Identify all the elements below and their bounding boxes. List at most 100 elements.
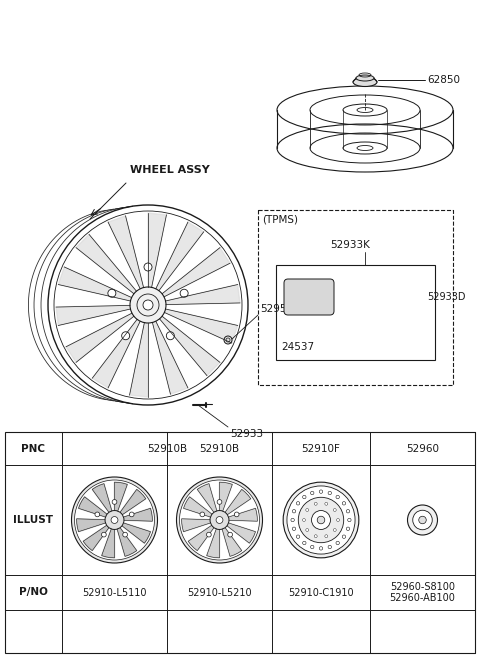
Text: 52910F: 52910F: [301, 443, 340, 453]
Polygon shape: [83, 525, 109, 551]
Text: ILLUST: ILLUST: [13, 515, 53, 525]
Polygon shape: [222, 527, 242, 556]
Circle shape: [302, 541, 306, 545]
Circle shape: [317, 516, 325, 524]
Ellipse shape: [353, 78, 377, 87]
Polygon shape: [66, 313, 134, 363]
Polygon shape: [207, 528, 219, 558]
Circle shape: [319, 547, 323, 550]
Circle shape: [333, 529, 336, 532]
Circle shape: [346, 527, 350, 530]
Circle shape: [217, 499, 222, 505]
Circle shape: [336, 541, 339, 545]
Polygon shape: [226, 523, 255, 543]
Circle shape: [224, 336, 232, 344]
Circle shape: [216, 516, 223, 524]
Polygon shape: [115, 482, 127, 512]
Circle shape: [336, 495, 339, 499]
Circle shape: [130, 287, 166, 323]
Circle shape: [108, 289, 116, 297]
Circle shape: [123, 532, 128, 537]
Circle shape: [348, 518, 351, 522]
Polygon shape: [108, 215, 144, 289]
Circle shape: [333, 509, 336, 511]
Text: 52910B: 52910B: [199, 443, 240, 453]
Polygon shape: [79, 497, 108, 517]
Circle shape: [101, 532, 106, 537]
Circle shape: [342, 535, 346, 538]
Text: 52910-L5110: 52910-L5110: [82, 587, 147, 597]
Circle shape: [121, 332, 130, 340]
Circle shape: [319, 490, 323, 493]
Polygon shape: [156, 222, 204, 290]
Circle shape: [292, 527, 296, 530]
Text: 52910B: 52910B: [147, 443, 187, 453]
Text: (TPMS): (TPMS): [262, 214, 298, 224]
Polygon shape: [183, 497, 213, 517]
Text: PNC: PNC: [22, 443, 46, 453]
Circle shape: [336, 518, 339, 522]
Polygon shape: [197, 484, 217, 513]
Polygon shape: [121, 523, 151, 543]
Circle shape: [306, 529, 309, 532]
Circle shape: [408, 505, 437, 535]
Circle shape: [143, 300, 153, 310]
Polygon shape: [58, 267, 132, 301]
Polygon shape: [164, 309, 238, 343]
Circle shape: [200, 512, 204, 517]
Polygon shape: [56, 306, 131, 325]
Polygon shape: [117, 527, 137, 556]
Circle shape: [177, 477, 263, 563]
Circle shape: [129, 512, 134, 517]
Polygon shape: [159, 316, 220, 376]
Text: 52950: 52950: [260, 304, 293, 314]
Ellipse shape: [332, 292, 344, 302]
Polygon shape: [102, 528, 115, 558]
Circle shape: [312, 510, 330, 530]
Circle shape: [413, 510, 432, 530]
Circle shape: [112, 499, 117, 505]
Circle shape: [291, 518, 294, 522]
Circle shape: [180, 289, 188, 297]
Circle shape: [234, 512, 239, 517]
Text: P/NO: P/NO: [19, 587, 48, 597]
Circle shape: [328, 545, 332, 549]
Circle shape: [292, 510, 296, 513]
Circle shape: [74, 480, 155, 560]
Bar: [5, 432, 475, 653]
Bar: [276, 265, 435, 360]
Circle shape: [346, 510, 350, 513]
Polygon shape: [120, 489, 146, 515]
Polygon shape: [219, 482, 232, 512]
Polygon shape: [92, 484, 112, 513]
Circle shape: [311, 491, 314, 495]
Polygon shape: [225, 489, 251, 515]
Text: 52960-S8100
52960-AB100: 52960-S8100 52960-AB100: [390, 581, 456, 603]
Circle shape: [283, 482, 359, 558]
Bar: [258, 210, 453, 385]
Circle shape: [314, 535, 317, 537]
Polygon shape: [77, 519, 107, 532]
Circle shape: [72, 477, 157, 563]
Text: 52960: 52960: [406, 443, 439, 453]
Text: 52910-C1910: 52910-C1910: [288, 587, 354, 597]
Polygon shape: [76, 235, 136, 294]
Circle shape: [325, 535, 328, 537]
Circle shape: [180, 480, 260, 560]
Polygon shape: [228, 509, 257, 521]
Polygon shape: [162, 248, 230, 297]
Circle shape: [144, 263, 152, 271]
Polygon shape: [148, 213, 167, 287]
Circle shape: [287, 486, 355, 554]
Circle shape: [419, 516, 426, 524]
Polygon shape: [123, 509, 152, 521]
Text: 24537: 24537: [281, 342, 314, 352]
Circle shape: [328, 491, 332, 495]
Circle shape: [210, 510, 229, 530]
Circle shape: [325, 503, 328, 505]
Circle shape: [296, 535, 300, 538]
Circle shape: [298, 497, 344, 543]
Polygon shape: [152, 321, 188, 394]
Circle shape: [306, 509, 309, 511]
Circle shape: [228, 532, 232, 537]
